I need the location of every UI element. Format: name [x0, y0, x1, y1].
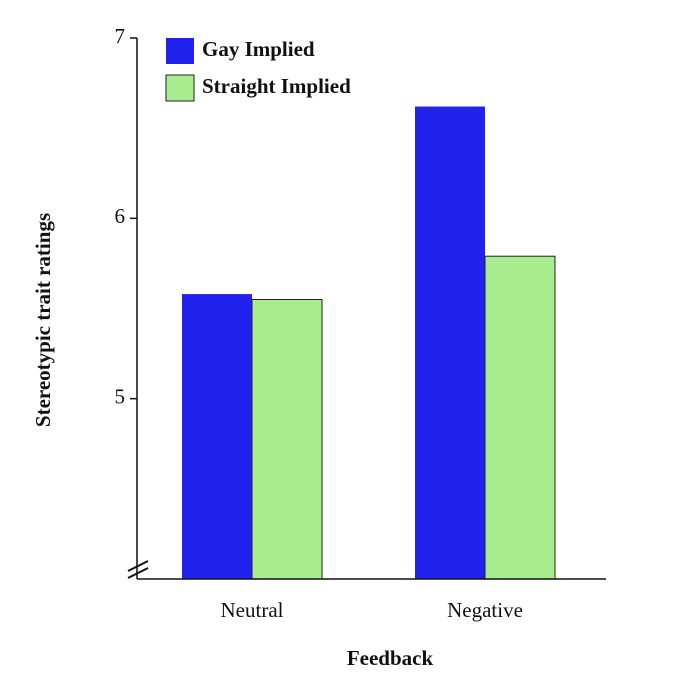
x-tick-label: Negative — [447, 598, 523, 622]
bar — [484, 255, 556, 580]
y-tick-label: 7 — [115, 24, 126, 48]
legend-swatch — [165, 74, 195, 102]
y-tick-label: 6 — [115, 204, 126, 228]
legend-label: Straight Implied — [202, 74, 351, 98]
y-axis-label: Stereotypic trait ratings — [31, 213, 55, 427]
x-tick-label: Neutral — [221, 598, 284, 622]
axis-break — [127, 567, 149, 579]
axis-break — [127, 560, 149, 572]
x-axis-label: Feedback — [347, 646, 434, 670]
bar — [251, 298, 323, 580]
legend-label: Gay Implied — [202, 37, 315, 61]
legend-swatch — [166, 38, 194, 64]
bar — [415, 106, 485, 579]
bar — [182, 294, 252, 579]
y-tick-label: 5 — [115, 384, 126, 408]
